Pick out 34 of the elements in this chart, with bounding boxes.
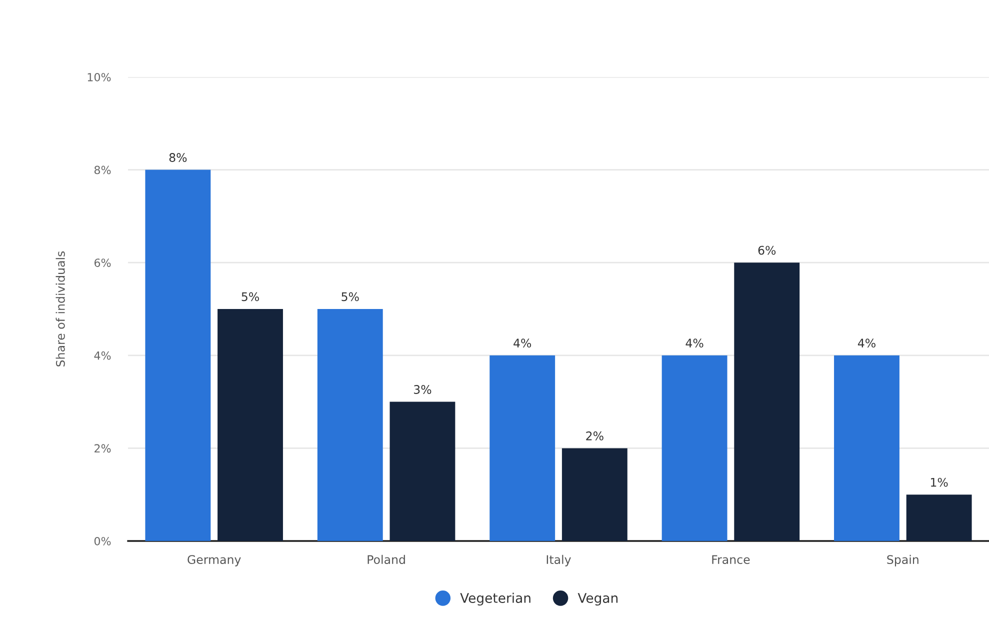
data-label: 4% xyxy=(514,338,532,348)
data-label: 4% xyxy=(686,338,704,348)
bar xyxy=(906,494,972,541)
bar xyxy=(490,355,556,541)
x-tick-label: Italy xyxy=(546,554,571,566)
bar xyxy=(662,355,728,541)
x-tick-label: Poland xyxy=(368,554,405,564)
bar xyxy=(390,402,456,541)
data-label: 6% xyxy=(758,246,776,255)
x-tick-label: France xyxy=(712,555,750,564)
bar xyxy=(317,309,383,541)
x-tick-label: Spain xyxy=(887,554,918,566)
bar xyxy=(734,262,800,541)
y-tick-label: 0% xyxy=(94,536,111,546)
data-label: 2% xyxy=(586,431,604,440)
data-label: 8% xyxy=(169,153,187,162)
data-label: 3% xyxy=(414,385,432,394)
legend-label: Vegeterian xyxy=(460,592,530,606)
x-tick-label: Germany xyxy=(188,555,241,566)
bar xyxy=(145,170,211,541)
bar xyxy=(834,355,900,541)
y-tick-label: 4% xyxy=(94,351,111,360)
y-tick-label: 2% xyxy=(94,444,111,453)
legend-label: Vegan xyxy=(578,593,618,606)
data-label: 4% xyxy=(858,338,876,348)
data-label: 1% xyxy=(930,478,948,487)
data-label: 5% xyxy=(242,292,259,302)
y-tick-label: 8% xyxy=(94,166,111,174)
y-tick-label: 6% xyxy=(94,258,111,267)
bar xyxy=(562,448,628,541)
data-label: 5% xyxy=(342,292,359,302)
bar xyxy=(218,309,283,541)
y-tick-label: 10% xyxy=(88,72,111,82)
y-axis-title: Share of individuals xyxy=(56,251,65,366)
